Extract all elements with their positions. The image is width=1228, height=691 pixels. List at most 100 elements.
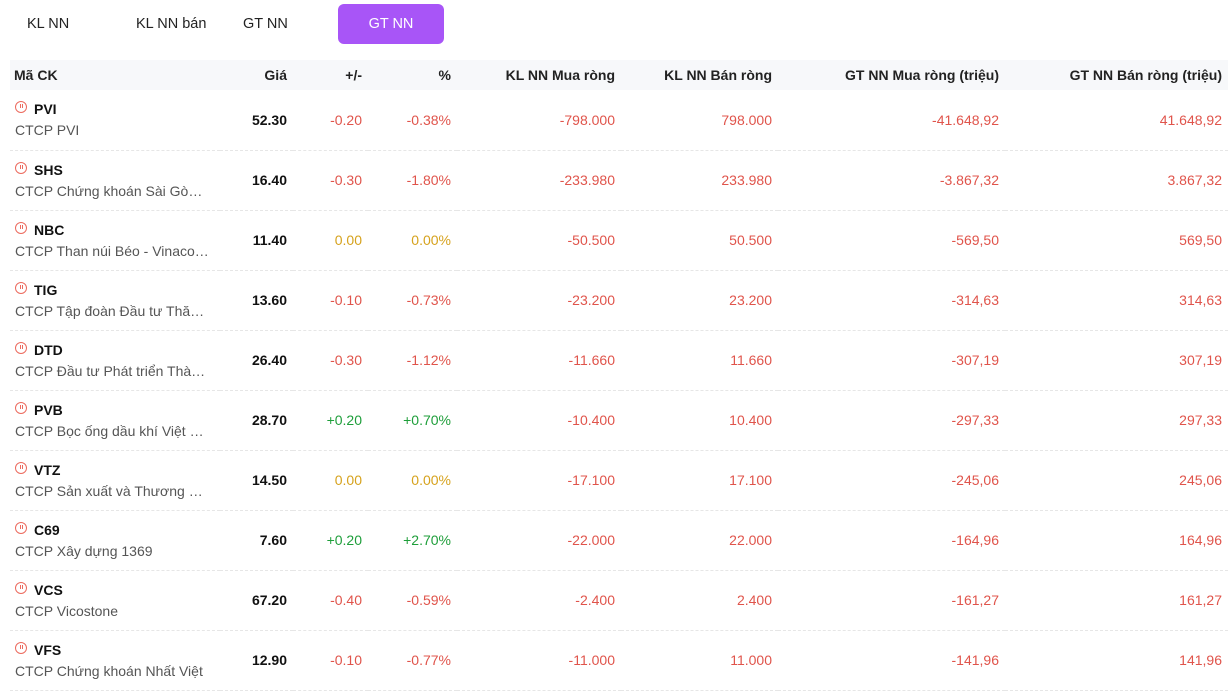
table-row[interactable]: NBC CTCP Than núi Béo - Vinacomin 11.40 0.0… bbox=[10, 210, 1228, 270]
stock-symbol[interactable]: DTD bbox=[34, 341, 63, 358]
gt-mua-rong-cell: -164,96 bbox=[951, 532, 999, 548]
stock-symbol[interactable]: VCS bbox=[34, 581, 63, 598]
change-cell: 0.00 bbox=[334, 472, 362, 488]
gt-mua-rong-cell: -245,06 bbox=[951, 472, 999, 488]
company-name: CTCP Chứng khoán Sài Gòn – Hà Nội bbox=[15, 182, 210, 199]
stock-symbol[interactable]: VTZ bbox=[34, 461, 61, 478]
gt-ban-rong-cell: 245,06 bbox=[1179, 472, 1222, 488]
change-cell: 0.00 bbox=[334, 232, 362, 248]
gt-ban-rong-cell: 314,63 bbox=[1179, 292, 1222, 308]
tab-gt-nn-ban[interactable]: GT NN bán bbox=[338, 4, 444, 72]
gt-mua-rong-cell: -3.867,32 bbox=[939, 172, 999, 188]
gt-mua-rong-cell: -307,19 bbox=[951, 352, 999, 368]
stock-symbol-line: C69 bbox=[15, 521, 220, 538]
header-kl-nn-ban-rong[interactable]: KL NN Bán ròng bbox=[664, 67, 772, 83]
table-row[interactable]: PVB CTCP Bọc ống dầu khí Việt Nam 28.70 +0.… bbox=[10, 390, 1228, 450]
kl-mua-rong-cell: -22.000 bbox=[567, 532, 615, 548]
clock-icon bbox=[15, 521, 27, 534]
kl-ban-rong-cell: 2.400 bbox=[736, 592, 772, 608]
table-row[interactable]: VFS CTCP Chứng khoán Nhất Việt 12.90 -0.10 -… bbox=[10, 630, 1228, 690]
stock-cell[interactable]: VFS CTCP Chứng khoán Nhất Việt bbox=[10, 630, 220, 690]
header-kl-nn-mua-rong[interactable]: KL NN Mua ròng bbox=[505, 67, 615, 83]
stock-symbol[interactable]: PVI bbox=[34, 101, 57, 117]
price-cell: 7.60 bbox=[259, 532, 287, 548]
kl-mua-rong-cell: -50.500 bbox=[567, 232, 615, 248]
kl-mua-rong-cell: -23.200 bbox=[567, 292, 615, 308]
company-name: CTCP Vicostone bbox=[15, 602, 118, 619]
price-cell: 26.40 bbox=[251, 352, 287, 368]
stock-symbol[interactable]: SHS bbox=[34, 161, 63, 178]
stock-symbol-line: SHS bbox=[15, 161, 220, 178]
stock-cell[interactable]: DTD CTCP Đầu tư Phát triển Thành Đạt bbox=[10, 330, 220, 390]
clock-icon bbox=[15, 581, 27, 594]
gt-ban-rong-cell: 307,19 bbox=[1179, 352, 1222, 368]
stock-symbol[interactable]: NBC bbox=[34, 221, 65, 238]
table-row[interactable]: DTD CTCP Đầu tư Phát triển Thành Đạt 26.40… bbox=[10, 330, 1228, 390]
gt-mua-rong-cell: -141,96 bbox=[951, 652, 999, 668]
stock-symbol[interactable]: TIG bbox=[34, 281, 58, 298]
stock-cell[interactable]: C69 CTCP Xây dựng 1369 bbox=[10, 510, 220, 570]
gt-mua-rong-cell: -297,33 bbox=[951, 412, 999, 428]
kl-ban-rong-cell: 22.000 bbox=[729, 532, 772, 548]
stock-symbol[interactable]: VFS bbox=[34, 641, 62, 658]
clock-icon bbox=[15, 401, 27, 414]
table-row[interactable]: TIG CTCP Tập đoàn Đầu tư Thăng Long 13.60 -… bbox=[10, 270, 1228, 330]
percent-cell: -0.59% bbox=[406, 592, 451, 608]
stock-cell[interactable]: SHS CTCP Chứng khoán Sài Gòn – Hà Nội bbox=[10, 150, 220, 210]
stock-cell[interactable]: VCS CTCP Vicostone bbox=[10, 570, 220, 630]
table-row[interactable]: C69 CTCP Xây dựng 1369 7.60 +0.20 +2.70% -22.… bbox=[10, 510, 1228, 570]
price-cell: 16.40 bbox=[251, 172, 287, 188]
header-percent[interactable]: % bbox=[438, 67, 451, 83]
stock-cell[interactable]: PVI CTCP PVI bbox=[10, 90, 220, 150]
percent-cell: +2.70% bbox=[403, 532, 451, 548]
kl-ban-rong-cell: 233.980 bbox=[721, 172, 772, 188]
stock-symbol-line: PVI bbox=[15, 101, 220, 117]
table-row[interactable]: SHS CTCP Chứng khoán Sài Gòn – Hà Nội 16.4… bbox=[10, 150, 1228, 210]
percent-cell: 0.00% bbox=[411, 232, 451, 248]
table-row[interactable]: PVI CTCP PVI 52.30 -0.20 -0.38% -798.000 798.0… bbox=[10, 90, 1228, 150]
stock-symbol[interactable]: C69 bbox=[34, 521, 60, 538]
stock-symbol-line: PVB bbox=[15, 401, 220, 418]
gt-ban-rong-cell: 41.648,92 bbox=[1159, 111, 1222, 128]
stock-symbol[interactable]: PVB bbox=[34, 401, 63, 418]
price-cell: 13.60 bbox=[251, 292, 287, 308]
percent-cell: 0.00% bbox=[411, 472, 451, 488]
company-name: CTCP Tập đoàn Đầu tư Thăng Long bbox=[15, 302, 210, 319]
header-change[interactable]: +/- bbox=[345, 67, 362, 83]
price-cell: 52.30 bbox=[251, 111, 287, 128]
stock-symbol-line: DTD bbox=[15, 341, 220, 358]
tab-gt-nn-mua[interactable]: GT NN mua bbox=[243, 16, 288, 72]
clock-icon bbox=[15, 281, 27, 294]
kl-mua-rong-cell: -11.660 bbox=[568, 352, 615, 368]
header-gia[interactable]: Giá bbox=[264, 67, 287, 83]
stock-symbol-line: VTZ bbox=[15, 461, 220, 478]
company-name: CTCP Sản xuất và Thương mại Nhựa Việt Th… bbox=[15, 482, 210, 499]
change-cell: -0.20 bbox=[330, 111, 362, 128]
clock-icon bbox=[15, 341, 27, 354]
stock-symbol-line: TIG bbox=[15, 281, 220, 298]
table-row[interactable]: VCS CTCP Vicostone 67.20 -0.40 -0.59% -2.400 2… bbox=[10, 570, 1228, 630]
header-gt-nn-ban-rong[interactable]: GT NN Bán ròng (triệu) bbox=[1069, 67, 1222, 83]
kl-mua-rong-cell: -233.980 bbox=[559, 172, 615, 188]
clock-icon bbox=[15, 101, 27, 113]
kl-mua-rong-cell: -11.000 bbox=[568, 652, 615, 668]
tab-kl-nn-ban[interactable]: KL NN bán bbox=[136, 16, 207, 32]
change-cell: -0.10 bbox=[330, 292, 362, 308]
stock-cell[interactable]: NBC CTCP Than núi Béo - Vinacomin bbox=[10, 210, 220, 270]
table-row[interactable]: VTZ CTCP Sản xuất và Thương mại Nhựa Việt… bbox=[10, 450, 1228, 510]
tab-bar: KL NN mua KL NN bán GT NN mua GT NN bán bbox=[10, 4, 445, 72]
kl-ban-rong-cell: 50.500 bbox=[729, 232, 772, 248]
gt-mua-rong-cell: -41.648,92 bbox=[932, 111, 999, 128]
clock-icon bbox=[15, 161, 27, 174]
stock-cell[interactable]: VTZ CTCP Sản xuất và Thương mại Nhựa Việt… bbox=[10, 450, 220, 510]
stock-cell[interactable]: TIG CTCP Tập đoàn Đầu tư Thăng Long bbox=[10, 270, 220, 330]
gt-ban-rong-cell: 164,96 bbox=[1179, 532, 1222, 548]
header-gt-nn-mua-rong[interactable]: GT NN Mua ròng (triệu) bbox=[845, 67, 999, 83]
gt-ban-rong-cell: 297,33 bbox=[1179, 412, 1222, 428]
kl-mua-rong-cell: -798.000 bbox=[559, 111, 615, 128]
tab-kl-nn-mua[interactable]: KL NN mua bbox=[27, 16, 70, 72]
company-name: CTCP Chứng khoán Nhất Việt bbox=[15, 662, 203, 679]
kl-ban-rong-cell: 11.000 bbox=[730, 652, 772, 668]
header-ma-ck[interactable]: Mã CK bbox=[14, 67, 58, 83]
stock-cell[interactable]: PVB CTCP Bọc ống dầu khí Việt Nam bbox=[10, 390, 220, 450]
